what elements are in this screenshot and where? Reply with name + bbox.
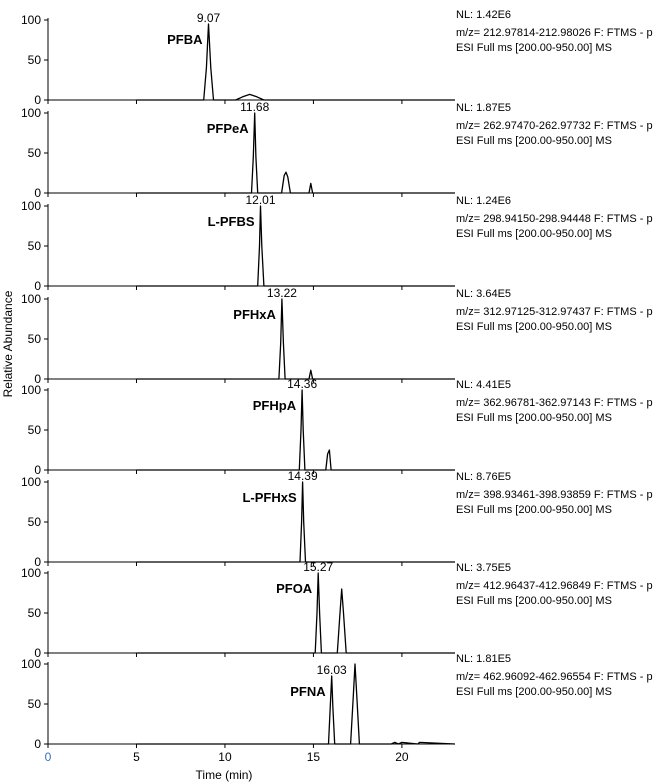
nl-label: NL: 1.42E6 — [456, 9, 511, 21]
scan-label: ESI Full ms [200.00-950.00] MS — [456, 228, 612, 240]
x-tick-label: 10 — [218, 750, 232, 764]
nl-label: NL: 1.81E5 — [456, 653, 511, 665]
nl-label: NL: 1.24E6 — [456, 195, 511, 207]
peak-label: 14.36 — [287, 377, 317, 391]
y-tick-label: 100 — [21, 566, 41, 580]
x-tick-label: 0 — [45, 750, 52, 764]
trace-l-pfbs — [136, 205, 455, 287]
y-tick-label: 0 — [34, 279, 41, 293]
compound-label: PFHpA — [253, 398, 297, 413]
y-tick-label: 0 — [34, 463, 41, 477]
mz-label: m/z= 212.97814-212.98026 F: FTMS - p — [456, 27, 653, 39]
mz-label: m/z= 412.96437-412.96849 F: FTMS - p — [456, 580, 653, 592]
peak-label: 9.07 — [197, 11, 221, 25]
y-tick-label: 0 — [34, 372, 41, 386]
y-tick-label: 0 — [34, 646, 41, 660]
y-tick-label: 100 — [21, 657, 41, 671]
y-tick-label: 50 — [28, 332, 42, 346]
y-tick-label: 100 — [21, 199, 41, 213]
panel-pfba: 0 50 100 9.07 PFBA NL: 1.42E6 m/z= 212.97814-2… — [21, 9, 653, 107]
trace-pfhpa — [136, 389, 455, 471]
mz-label: m/z= 262.97470-262.97732 F: FTMS - p — [456, 120, 653, 132]
scan-label: ESI Full ms [200.00-950.00] MS — [456, 595, 612, 607]
peak-label: 12.01 — [246, 193, 276, 207]
nl-label: NL: 4.41E5 — [456, 379, 511, 391]
trace-pfna — [136, 663, 456, 745]
y-tick-label: 100 — [21, 106, 41, 120]
scan-label: ESI Full ms [200.00-950.00] MS — [456, 504, 612, 516]
compound-label: PFBA — [167, 32, 203, 47]
scan-label: ESI Full ms [200.00-950.00] MS — [456, 412, 612, 424]
panel-pfhpa: 0 50 100 14.36 PFHpA NL: 4.41E5 m/z= 362.96781… — [21, 377, 653, 477]
scan-label: ESI Full ms [200.00-950.00] MS — [456, 686, 612, 698]
compound-label: L-PFHxS — [242, 490, 297, 505]
trace-pfba — [136, 23, 455, 101]
y-tick-label: 100 — [21, 383, 41, 397]
mz-label: m/z= 462.96092-462.96554 F: FTMS - p — [456, 671, 653, 683]
y-axis-label: Relative Abundance — [1, 290, 15, 397]
compound-label: PFHxA — [233, 307, 276, 322]
peak-label: 13.22 — [267, 286, 297, 300]
y-tick-label: 50 — [28, 239, 42, 253]
y-tick-label: 100 — [21, 475, 41, 489]
y-tick-label: 0 — [34, 737, 41, 751]
peak-label: 15.27 — [303, 560, 333, 574]
mz-label: m/z= 298.94150-298.94448 F: FTMS - p — [456, 213, 653, 225]
x-tick-label: 15 — [307, 750, 321, 764]
trace-pfpea — [136, 112, 455, 194]
compound-label: PFNA — [290, 684, 326, 699]
panel-pfna: 0 50 100 16.03 PFNA NL: 1.81E5 m/z= 462.96092-… — [21, 653, 653, 751]
panel-l-pfhxs: 0 50 100 14.39 L-PFHxS NL: 8.76E5 m/z= 398.934… — [21, 469, 653, 569]
panel-l-pfbs: 0 50 100 12.01 L-PFBS NL: 1.24E6 m/z= 298.9415… — [21, 193, 653, 293]
panel-pfoa: 0 50 100 15.27 PFOA NL: 3.75E5 m/z= 412.96437-… — [21, 560, 653, 660]
compound-label: L-PFBS — [208, 214, 255, 229]
mz-label: m/z= 362.96781-362.97143 F: FTMS - p — [456, 397, 653, 409]
nl-label: NL: 8.76E5 — [456, 471, 511, 483]
nl-label: NL: 1.87E5 — [456, 102, 511, 114]
nl-label: NL: 3.75E5 — [456, 562, 511, 574]
y-tick-label: 100 — [21, 292, 41, 306]
scan-label: ESI Full ms [200.00-950.00] MS — [456, 321, 612, 333]
peak-label: 11.68 — [240, 100, 269, 114]
y-tick-label: 50 — [28, 606, 42, 620]
y-tick-label: 0 — [34, 186, 41, 200]
compound-label: PFPeA — [207, 121, 250, 136]
x-axis-label: Time (min) — [196, 768, 253, 782]
y-tick-label: 50 — [28, 423, 42, 437]
y-tick-label: 50 — [28, 697, 42, 711]
y-tick-label: 100 — [21, 13, 41, 27]
mz-label: m/z= 398.93461-398.93859 F: FTMS - p — [456, 489, 653, 501]
trace-pfoa — [136, 572, 455, 654]
x-tick-label: 20 — [395, 750, 409, 764]
mz-label: m/z= 312.97125-312.97437 F: FTMS - p — [456, 306, 653, 318]
scan-label: ESI Full ms [200.00-950.00] MS — [456, 42, 612, 54]
y-tick-label: 0 — [34, 555, 41, 569]
y-tick-label: 0 — [34, 93, 41, 107]
scan-label: ESI Full ms [200.00-950.00] MS — [456, 135, 612, 147]
y-tick-label: 50 — [28, 53, 42, 67]
y-tick-label: 50 — [28, 515, 42, 529]
nl-label: NL: 3.64E5 — [456, 288, 511, 300]
peak-label: 16.03 — [317, 663, 347, 677]
x-tick-label: 5 — [133, 750, 140, 764]
panel-pfhxa: 0 50 100 13.22 PFHxA NL: 3.64E5 m/z= 312.97125… — [21, 286, 653, 386]
trace-l-pfhxs — [136, 481, 455, 563]
y-tick-label: 50 — [28, 146, 42, 160]
peak-label: 14.39 — [288, 469, 318, 483]
panel-pfpea: 0 50 100 11.68 PFPeA NL: 1.87E5 m/z= 262.97470… — [21, 100, 653, 200]
compound-label: PFOA — [276, 581, 313, 596]
trace-pfhxa — [136, 298, 455, 380]
